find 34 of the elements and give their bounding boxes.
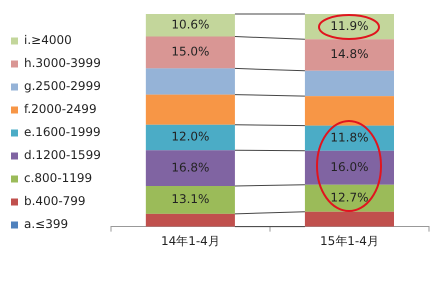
- legend-label: f.2000-2499: [24, 102, 97, 116]
- data-label: 12.7%: [330, 190, 369, 204]
- legend-label: i.≥4000: [24, 33, 72, 48]
- bar: [146, 36, 235, 68]
- bar: [304, 150, 394, 185]
- bar: [146, 150, 235, 186]
- legend-label: h.3000-3999: [24, 56, 101, 70]
- bar: [304, 39, 394, 71]
- legend-label: d.1200-1599: [24, 148, 101, 162]
- bar: [304, 70, 394, 96]
- legend-label: e.1600-1999: [24, 125, 101, 140]
- data-label: 10.6%: [171, 17, 210, 32]
- data-label: 14.8%: [330, 47, 369, 62]
- legend-label: c.800-1199: [24, 171, 92, 186]
- data-label: 11.8%: [330, 130, 369, 144]
- bar: [146, 186, 235, 214]
- x-tick-label: 15年1-4月: [320, 234, 379, 248]
- data-label: 13.1%: [171, 192, 210, 206]
- bar: [146, 94, 235, 125]
- bar: [146, 68, 235, 95]
- x-tick-label: 14年1-4月: [160, 234, 220, 248]
- data-label: 16.8%: [171, 160, 210, 174]
- data-label: 16.0%: [330, 160, 369, 174]
- bar: [304, 212, 394, 227]
- legend-label: g.2500-2999: [24, 79, 101, 94]
- legend-label: b.400-799: [24, 194, 86, 208]
- data-label: 11.9%: [330, 18, 369, 33]
- data-label: 15.0%: [171, 44, 210, 59]
- legend-label: a.≤399: [24, 217, 68, 232]
- bar: [146, 124, 235, 150]
- bar: [146, 214, 235, 227]
- data-label: 12.0%: [171, 130, 210, 144]
- bar: [146, 14, 235, 37]
- bar: [304, 96, 394, 126]
